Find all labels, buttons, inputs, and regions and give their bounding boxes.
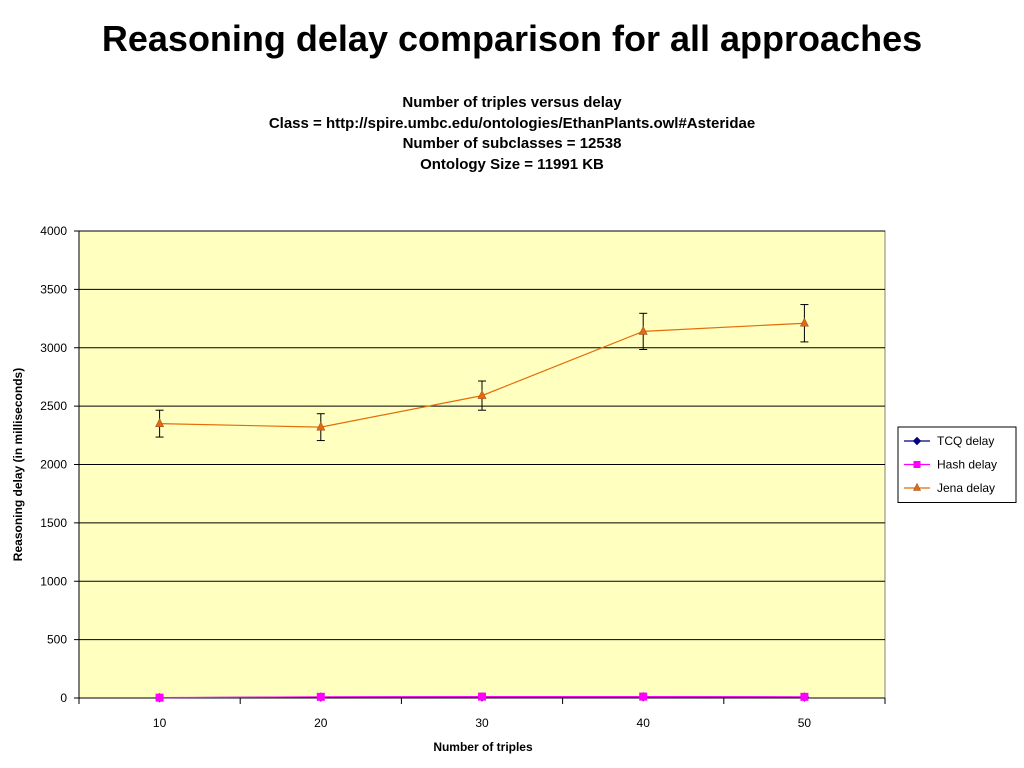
hash-delay-point	[800, 692, 809, 701]
legend-hash-delay-label: Hash delay	[937, 458, 997, 472]
chart-title-block: Number of triples versus delay Class = h…	[0, 93, 1024, 175]
x-tick-label: 10	[153, 716, 167, 730]
y-tick-label: 3500	[40, 282, 67, 296]
y-tick-label: 1000	[40, 574, 67, 588]
hash-delay-point	[316, 692, 325, 701]
y-tick-label: 2500	[40, 399, 67, 413]
hash-delay-point	[155, 693, 164, 702]
jena-delay-point	[477, 389, 487, 399]
x-tick-label: 50	[798, 716, 812, 730]
y-axis-title: Reasoning delay (in milliseconds)	[11, 368, 25, 561]
x-tick-label: 30	[475, 716, 489, 730]
slide-title: Reasoning delay comparison for all appro…	[101, 18, 923, 59]
chart-title-line: Number of subclasses = 12538	[402, 135, 622, 152]
jena-delay-point	[155, 417, 165, 427]
x-tick-label: 20	[314, 716, 328, 730]
legend-jena-delay-label: Jena delay	[937, 481, 995, 495]
x-tick-label: 40	[637, 716, 651, 730]
hash-delay-point	[478, 692, 486, 701]
hash-delay-point	[639, 692, 648, 701]
legend-hash-delay-marker	[913, 461, 921, 468]
chart-title-line: Ontology Size = 11991 KB	[420, 155, 604, 173]
y-tick-label: 2000	[40, 458, 67, 472]
chart-title-line: Number of triples versus delay	[402, 94, 622, 111]
y-tick-label: 1500	[40, 516, 67, 530]
legend-jena-delay-marker	[913, 482, 921, 491]
legend-tcq-delay-label: TCQ delay	[937, 434, 994, 448]
y-tick-label: 4000	[40, 224, 67, 238]
y-tick-label: 0	[60, 691, 67, 705]
jena-delay-point	[799, 317, 809, 327]
jena-delay-point	[316, 421, 326, 431]
x-axis-title: Number of triples	[433, 740, 533, 754]
chart-title-line: Class = http://spire.umbc.edu/ontologies…	[268, 114, 756, 132]
y-tick-label: 500	[47, 633, 67, 647]
legend-tcq-delay-marker	[912, 436, 922, 446]
jena-delay-point	[638, 325, 648, 335]
y-tick-label: 3000	[40, 341, 67, 355]
